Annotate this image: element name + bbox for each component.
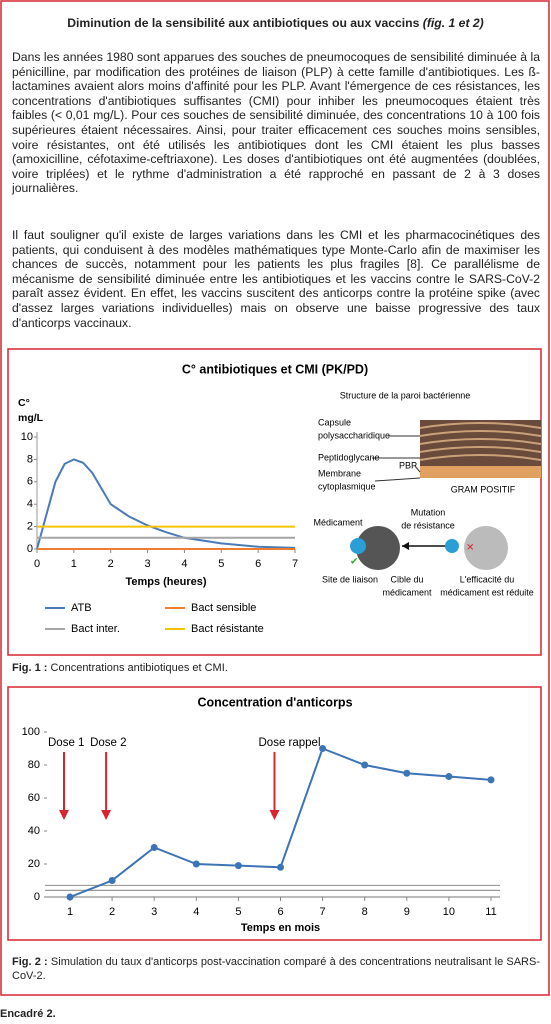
diagram-label: Mutation [411,507,446,517]
x-tick-label: 7 [292,558,298,570]
x-tick-label: 10 [443,906,455,918]
figure-box [7,348,542,656]
diagram-label: Peptidoglycane [318,452,380,462]
data-point [108,877,116,884]
series-line [69,747,492,898]
legend-label: Bact inter. [71,623,120,635]
x-tick-label: 8 [362,906,368,918]
diagram-label: cytoplasmique [318,481,376,491]
y-tick-label: 10 [21,431,33,443]
x-tick-label: 6 [255,558,261,570]
caption: Fig. 2 : Simulation du taux d'anticorps … [12,955,540,983]
x-tick-label: 5 [235,906,241,918]
x-tick-label: 3 [145,558,151,570]
annotation: Dose 1 [48,737,84,749]
diagram-label: polysaccharidique [318,430,390,440]
data-point [361,761,369,769]
y-tick-label: 80 [28,759,40,771]
diagram-label: Cible du [390,574,423,584]
x-tick-label: 5 [218,558,224,570]
annotation: Dose rappel [259,737,321,749]
data-point [192,860,200,868]
x-tick-label: 3 [151,906,157,918]
diagram-label: GRAM POSITIF [451,484,516,494]
diagram-label: Capsule [318,417,351,427]
caption-label: Fig. 1 : [12,662,48,674]
y-tick-label: 60 [28,792,40,804]
y-tick-label: 40 [28,825,40,837]
legend-label: Bact sensible [191,602,256,614]
arrow-head [59,810,69,820]
arrow-head [269,810,280,820]
caption-label: Fig. 2 : [12,956,48,968]
diagram-label: L'efficacité du [460,574,515,584]
caption: Fig. 1 : Concentrations antibiotiques et… [12,661,540,676]
legend-label: Bact résistante [191,623,264,635]
x-tick-label: 7 [320,906,326,918]
data-point [403,769,411,777]
caption-text: Simulation du taux d'anticorps post-vacc… [12,956,540,982]
diagram-label: médicament est réduite [440,587,534,597]
diagram-label: PBP [399,460,417,470]
svg-text:✕: ✕ [466,543,474,554]
x-tick-label: 9 [404,906,410,918]
wall-illustration: ✕✔ [350,420,542,570]
arrow-head [101,810,112,820]
title-text: Diminution de la sensibilité aux antibio… [67,16,420,30]
y-tick-label: 4 [27,498,33,510]
x-tick-label: 2 [108,558,114,570]
annotation: Dose 2 [90,737,126,749]
x-axis-label: Temps en mois [241,922,320,934]
data-point [445,773,453,781]
y-tick-label: 20 [28,858,40,870]
data-point [319,745,327,752]
paragraph: Dans les années 1980 sont apparues des s… [12,50,540,196]
y-tick-label: 0 [34,891,40,903]
data-point [150,844,158,851]
series-line [36,458,296,550]
x-axis-label: Temps (heures) [125,576,206,588]
diagram-title: Structure de la paroi bactérienne [340,390,471,400]
y-tick-label: 6 [27,476,33,488]
title: Diminution de la sensibilité aux antibio… [0,16,551,30]
diagram-label: Médicament [313,517,363,527]
svg-text:✔: ✔ [350,557,358,568]
chart-title: Concentration d'anticorps [197,695,352,709]
x-tick-label: 4 [193,906,199,918]
diagram-label: médicament [382,587,432,597]
chart-title: C° antibiotiques et CMI (PK/PD) [182,362,368,376]
x-tick-label: 2 [109,906,115,918]
y-axis-label: C° [18,397,30,409]
caption-text: Concentrations antibiotiques et CMI. [50,662,228,674]
y-tick-label: 0 [27,543,33,555]
diagram-label: de résistance [401,520,455,530]
y-axis-label: mg/L [18,412,44,424]
x-tick-label: 6 [277,906,283,918]
x-tick-label: 1 [67,906,73,918]
x-tick-label: 11 [485,906,496,918]
x-tick-label: 0 [34,558,40,570]
y-tick-label: 100 [22,726,40,738]
data-point [66,893,74,901]
paragraph: Il faut souligner qu'il existe de larges… [12,228,540,330]
legend-label: ATB [71,602,92,614]
data-point [487,776,495,784]
figure-box [7,686,542,941]
y-tick-label: 2 [27,521,33,533]
footer: Encadré 2. [0,1008,56,1020]
title-ref: (fig. 1 et 2) [422,16,484,30]
y-tick-label: 8 [27,453,33,465]
frame [0,0,550,996]
diagram-label: Site de liaison [322,574,378,584]
x-tick-label: 4 [181,558,187,570]
data-point [277,863,284,871]
data-point [234,862,242,870]
x-tick-label: 1 [71,558,77,570]
diagram-label: Membrane [318,468,361,478]
